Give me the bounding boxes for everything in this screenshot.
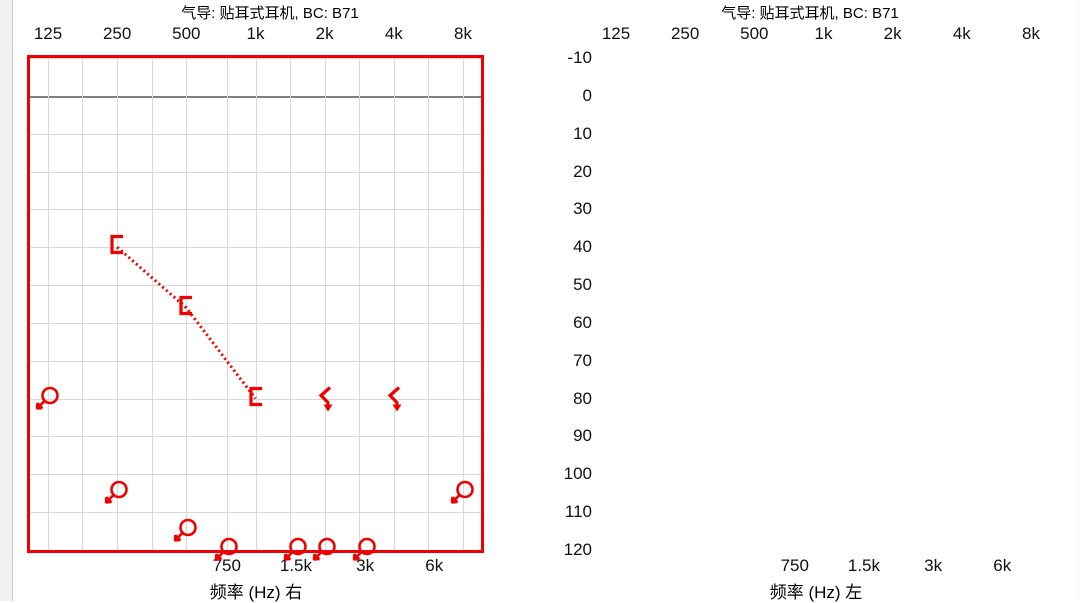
gridline-v bbox=[324, 58, 326, 550]
gridline-v bbox=[255, 58, 257, 550]
y-tick-label: 120 bbox=[563, 540, 592, 559]
x-axis-title-left-ear: 频率 (Hz) 左 bbox=[769, 583, 863, 602]
x-tick-label-top: 8k bbox=[454, 24, 472, 43]
y-tick-label: 90 bbox=[573, 426, 592, 446]
gridline-v bbox=[359, 58, 361, 550]
y-tick-label: 100 bbox=[563, 464, 592, 484]
gridline-v bbox=[428, 58, 430, 550]
threshold-marker-bracket-left[interactable] bbox=[100, 228, 134, 267]
x-tick-label-top: 125 bbox=[601, 24, 631, 43]
threshold-marker-bracket-left[interactable] bbox=[169, 288, 203, 327]
y-tick-label: 30 bbox=[573, 199, 592, 219]
grid-right-ear bbox=[30, 58, 481, 550]
markers-right-ear bbox=[30, 58, 481, 561]
y-tick-label: 110 bbox=[564, 502, 592, 522]
panel-title-right-ear: 气导: 贴耳式耳机, BC: B71 bbox=[181, 5, 359, 22]
threshold-marker-circle-arrow-down-left[interactable] bbox=[100, 474, 134, 513]
x-tick-label-top: 500 bbox=[740, 24, 769, 43]
gridline-v bbox=[82, 58, 84, 550]
threshold-marker-circle-arrow-down-left[interactable] bbox=[279, 531, 313, 570]
trace-lines-right-ear bbox=[116, 246, 257, 400]
x-tick-label-bottom: 750 bbox=[780, 556, 809, 575]
gridline-v bbox=[290, 58, 292, 550]
x-tick-label-bottom: 6k bbox=[993, 556, 1012, 575]
x-tick-label-top: 2k bbox=[315, 24, 334, 43]
threshold-marker-circle-arrow-down-left[interactable] bbox=[210, 531, 244, 570]
y-tick-label: 20 bbox=[573, 161, 592, 181]
y-tick-label: 40 bbox=[573, 237, 592, 257]
threshold-marker-circle-arrow-down-left[interactable] bbox=[169, 512, 203, 551]
x-tick-label-top: 1k bbox=[814, 24, 833, 43]
x-tick-label-top: 500 bbox=[172, 24, 201, 43]
y-tick-label: 60 bbox=[573, 312, 592, 332]
gridline-v bbox=[393, 58, 395, 550]
x-tick-label-top: 8k bbox=[1022, 24, 1040, 43]
threshold-marker-caret-left-arrow[interactable] bbox=[377, 379, 411, 418]
x-tick-label-bottom: 750 bbox=[212, 556, 241, 575]
x-tick-label-top: 4k bbox=[384, 24, 403, 43]
y-tick-label: -10 bbox=[567, 48, 592, 67]
y-tick-label: 10 bbox=[573, 123, 592, 143]
threshold-marker-bracket-left[interactable] bbox=[239, 379, 273, 418]
y-tick-label: 80 bbox=[573, 388, 592, 408]
y-tick-label: 70 bbox=[573, 350, 592, 370]
x-tick-label-top: 1k bbox=[246, 24, 265, 43]
x-tick-label-top: 4k bbox=[952, 24, 971, 43]
y-tick-label: 0 bbox=[582, 85, 592, 105]
gridline-v bbox=[186, 58, 188, 550]
x-tick-label-top: 250 bbox=[102, 24, 132, 43]
threshold-marker-circle-arrow-down-left[interactable] bbox=[308, 531, 342, 570]
x-tick-label-bottom: 3k bbox=[924, 556, 943, 575]
gridline-v bbox=[226, 58, 228, 550]
threshold-marker-circle-arrow-down-left[interactable] bbox=[446, 474, 480, 513]
right-edge-gutter bbox=[1076, 0, 1080, 601]
gridline-v bbox=[463, 58, 464, 550]
x-tick-label-bottom: 1.5k bbox=[847, 556, 881, 575]
gridline-v bbox=[117, 58, 119, 550]
left-edge-gutter bbox=[0, 0, 13, 601]
gridline-v bbox=[151, 58, 153, 550]
x-axis-title-right-ear: 频率 (Hz) 右 bbox=[209, 583, 303, 602]
audiogram-panel-left-ear: 气导: 贴耳式耳机, BC: B71 125 250 500 1k 2k 4k 8k -10… bbox=[540, 0, 1080, 602]
x-tick-label-top: 250 bbox=[670, 24, 700, 43]
x-tick-label-bottom: 1.5k bbox=[279, 556, 313, 575]
panel-title-left-ear: 气导: 贴耳式耳机, BC: B71 bbox=[721, 5, 899, 22]
y-tick-label: 50 bbox=[573, 275, 592, 295]
gridline-v bbox=[48, 58, 49, 550]
x-tick-label-top: 2k bbox=[883, 24, 902, 43]
x-tick-label-bottom: 6k bbox=[425, 556, 444, 575]
threshold-marker-caret-left-arrow[interactable] bbox=[308, 379, 342, 418]
threshold-marker-circle-arrow-down-left[interactable] bbox=[31, 379, 65, 418]
x-tick-label-top: 125 bbox=[33, 24, 63, 43]
threshold-marker-circle-arrow-down-left[interactable] bbox=[348, 531, 382, 570]
x-tick-label-bottom: 3k bbox=[356, 556, 375, 575]
plot-area-right-ear[interactable] bbox=[27, 55, 484, 561]
threshold-trace-line bbox=[116, 246, 257, 400]
